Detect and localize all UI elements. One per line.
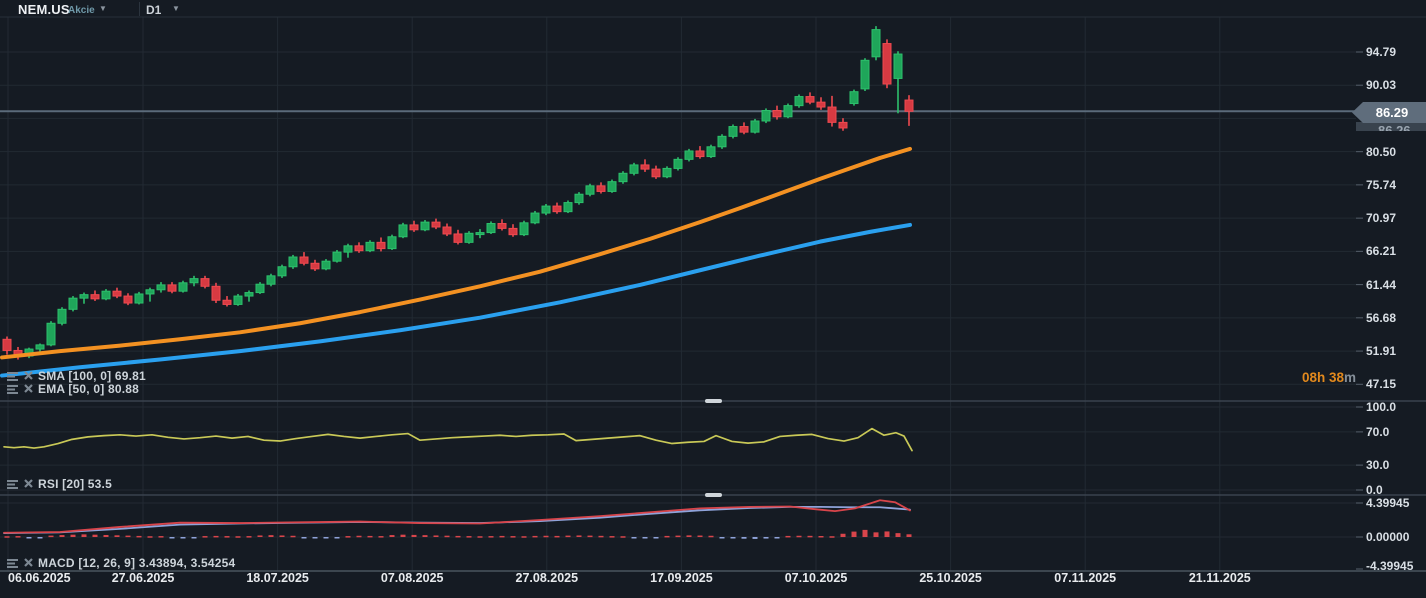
- secondary-price-value: 86.26: [1378, 123, 1411, 131]
- date-axis-label: 21.11.2025: [1188, 571, 1251, 585]
- indicator-settings-icon[interactable]: [6, 383, 18, 394]
- indicator-close-icon[interactable]: [22, 370, 34, 381]
- price-axis-label: 80.50: [1366, 144, 1397, 159]
- secondary-price-tag: 86.26: [1356, 122, 1426, 131]
- candle-countdown-timer: 08h 38m: [1301, 370, 1356, 385]
- macd-axis-label: 0.00000: [1366, 530, 1410, 544]
- rsi-axis-label: 30.0: [1366, 458, 1390, 473]
- rsi-indicator-label: RSI [20] 53.5: [38, 476, 112, 491]
- rsi-indicator-row: RSI [20] 53.5: [6, 476, 112, 491]
- date-axis-label: 25.10.2025: [919, 571, 982, 585]
- chevron-down-icon[interactable]: ▼: [172, 4, 180, 13]
- date-axis-label: 06.06.2025: [8, 571, 71, 585]
- macd-axis-label: -4.39945: [1366, 559, 1414, 573]
- ema-indicator-row: EMA [50, 0] 80.88: [6, 381, 139, 396]
- toolbar-divider: [139, 2, 140, 16]
- ema-indicator-label: EMA [50, 0] 80.88: [38, 381, 139, 396]
- date-axis-label: 27.08.2025: [515, 571, 579, 585]
- indicator-settings-icon[interactable]: [6, 370, 18, 381]
- macd-indicator-label: MACD [12, 26, 9] 3.43894, 3.54254: [38, 555, 236, 570]
- rsi-axis-label: 100.0: [1366, 400, 1397, 414]
- current-price-tag: 86.29: [1352, 102, 1426, 123]
- indicator-settings-icon[interactable]: [6, 557, 18, 568]
- price-axis-label: 51.91: [1366, 344, 1397, 359]
- instrument-type-label: Akcie: [68, 5, 95, 16]
- panel-resize-handle[interactable]: [705, 399, 722, 403]
- price-axis-label: 56.68: [1366, 310, 1397, 325]
- price-axis-label: 90.03: [1366, 78, 1397, 93]
- chart-toolbar: NEM.US Akcie ▼ D1 ▼: [0, 0, 1426, 17]
- rsi-axis-label: 70.0: [1366, 424, 1390, 439]
- price-axis-label: 75.74: [1366, 177, 1397, 192]
- chevron-down-icon[interactable]: ▼: [99, 4, 107, 13]
- indicator-close-icon[interactable]: [22, 557, 34, 568]
- price-axis-label: 47.15: [1366, 377, 1397, 392]
- indicator-close-icon[interactable]: [22, 383, 34, 394]
- date-axis-label: 17.09.2025: [650, 571, 713, 585]
- sma-indicator-label: SMA [100, 0] 69.81: [38, 368, 146, 383]
- date-axis-label: 27.06.2025: [111, 571, 175, 585]
- price-axis-label: 66.21: [1366, 244, 1397, 259]
- current-price-value: 86.29: [1375, 105, 1409, 120]
- symbol-selector[interactable]: NEM.US: [18, 2, 70, 17]
- rsi-axis-label: 0.0: [1366, 483, 1383, 497]
- indicator-settings-icon[interactable]: [6, 478, 18, 489]
- panel-resize-handle[interactable]: [705, 493, 722, 497]
- date-axis-label: 18.07.2025: [246, 571, 309, 585]
- price-axis-label: 94.79: [1366, 45, 1397, 59]
- indicator-close-icon[interactable]: [22, 478, 34, 489]
- sma-indicator-row: SMA [100, 0] 69.81: [6, 368, 146, 383]
- date-axis-label: 07.10.2025: [784, 571, 848, 585]
- price-axis-label: 61.44: [1366, 277, 1397, 292]
- date-axis-label: 07.08.2025: [380, 571, 444, 585]
- price-axis-label: 70.97: [1366, 211, 1397, 226]
- macd-indicator-row: MACD [12, 26, 9] 3.43894, 3.54254: [6, 555, 236, 570]
- timeframe-selector[interactable]: D1: [146, 3, 162, 17]
- date-axis-label: 07.11.2025: [1054, 571, 1117, 585]
- macd-axis-label: 4.39945: [1366, 495, 1410, 510]
